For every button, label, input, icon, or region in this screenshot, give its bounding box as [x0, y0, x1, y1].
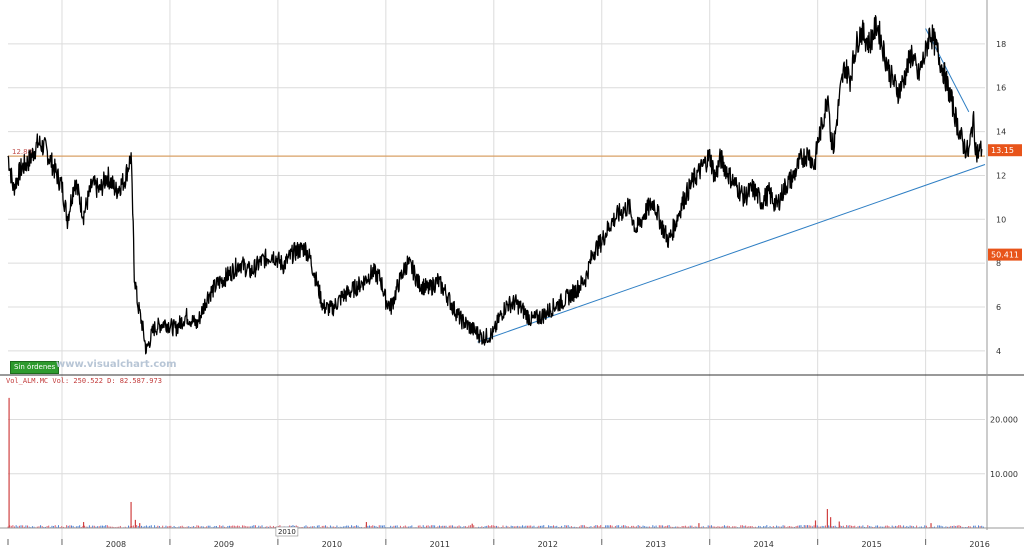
year-tick-label: 2008 [106, 540, 126, 549]
trendlines [477, 28, 986, 343]
volume-tick-label: 10.000 [990, 470, 1018, 479]
price-tick-label: 6 [996, 303, 1001, 312]
year-tick-label: 2012 [538, 540, 558, 549]
price-tick-label: 8 [996, 259, 1001, 268]
price-tick-label: 14 [996, 128, 1006, 137]
volume-header-text: Vol_ALM.MC Vol: 250.522 D: 82.587.973 [6, 377, 162, 385]
volume-tick-label: 20.000 [990, 416, 1018, 425]
year-tick-label: 2011 [430, 540, 450, 549]
axis-labels: 4 6 8 10 12 14 16 18 2008 2009 2010 2011 2012 2013 201… [106, 40, 1022, 549]
volume-series [7, 397, 984, 528]
year-tick-label: 2016 [969, 540, 989, 549]
resistance-line-label: 12.88 [12, 148, 32, 156]
trendline [925, 28, 970, 113]
last-volume-box [988, 248, 1022, 261]
grid-lines [8, 0, 985, 543]
last-price-label: 13.15 [991, 146, 1014, 155]
last-volume-label: 50.411 [991, 251, 1019, 260]
price-line [7, 15, 983, 355]
year-tick-label: 2009 [214, 540, 234, 549]
last-price-box [988, 144, 1022, 157]
price-series [7, 15, 983, 355]
trendline [477, 164, 986, 343]
watermark-text: www.visualchart.com [56, 359, 177, 370]
no-orders-badge[interactable]: Sin órdenes [10, 361, 60, 374]
axes [0, 0, 1024, 545]
price-tick-label: 4 [996, 347, 1001, 356]
resistance-line: 12.88 [8, 148, 985, 157]
price-tick-label: 12 [996, 171, 1006, 180]
year-tick-label: 2010 [322, 540, 342, 549]
year-tick-label: 2015 [861, 540, 881, 549]
price-tick-label: 10 [996, 215, 1006, 224]
crosshair-year-box [275, 526, 299, 537]
crosshair-year-label: 2010 [278, 528, 296, 536]
price-tick-label: 16 [996, 84, 1006, 93]
year-tick-label: 2013 [646, 540, 666, 549]
price-tick-label: 18 [996, 40, 1006, 49]
year-tick-label: 2014 [754, 540, 774, 549]
